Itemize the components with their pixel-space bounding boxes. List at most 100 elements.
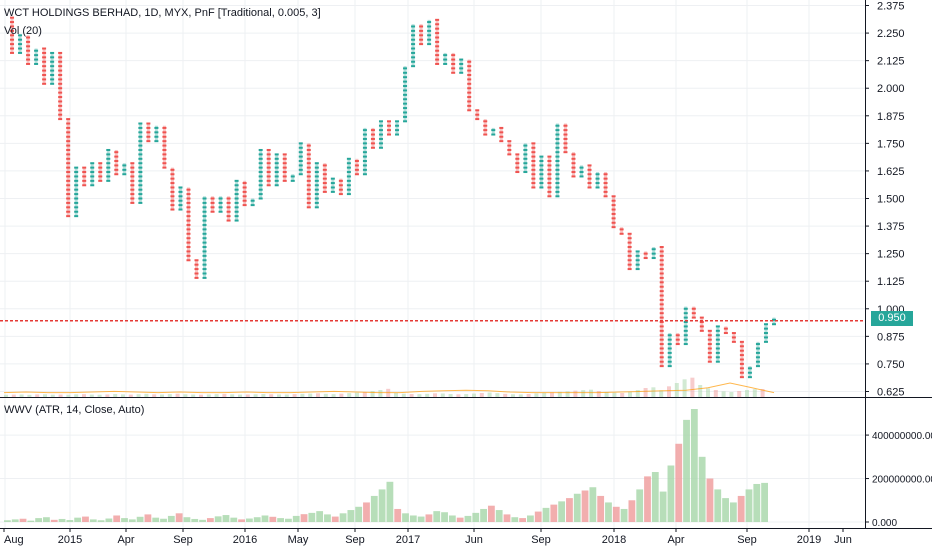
- pnf-o-box: [467, 69, 472, 72]
- wwv-bar: [105, 518, 113, 522]
- pnf-o-column: [114, 149, 119, 176]
- pnf-x-box: [138, 140, 143, 143]
- pnf-o-box: [467, 100, 472, 103]
- pnf-o-box: [210, 201, 215, 204]
- pnf-o-box: [162, 140, 167, 143]
- pnf-o-box: [499, 135, 504, 138]
- pnf-o-box: [547, 182, 552, 185]
- pnf-x-box: [683, 307, 688, 310]
- price-axis-label: 1.125: [877, 276, 905, 288]
- wwv-axis-label: 0.000: [872, 518, 897, 529]
- pnf-x-box: [523, 166, 528, 169]
- wwv-bar: [245, 518, 253, 522]
- pnf-column-body: [724, 326, 728, 334]
- pnf-x-box: [555, 182, 560, 185]
- pnf-o-box: [571, 171, 576, 174]
- pnf-x-box: [34, 62, 39, 65]
- pnf-o-box: [266, 171, 271, 174]
- pnf-column-body: [259, 149, 263, 199]
- volume-bar: [89, 394, 94, 397]
- pnf-x-box: [234, 184, 239, 187]
- pnf-x-column: [218, 196, 223, 213]
- pnf-o-box: [306, 184, 311, 187]
- pnf-o-box: [266, 162, 271, 165]
- pnf-o-box: [66, 118, 71, 121]
- volume-bar: [557, 391, 562, 397]
- pnf-column-body: [660, 247, 664, 367]
- pnf-x-box: [50, 65, 55, 68]
- pnf-x-box: [747, 376, 752, 379]
- pnf-x-box: [579, 166, 584, 169]
- pnf-x-box: [274, 162, 279, 165]
- pnf-x-box: [403, 93, 408, 96]
- pnf-x-box: [74, 197, 79, 200]
- wwv-bar: [729, 502, 737, 522]
- pnf-x-box: [667, 334, 672, 337]
- pnf-o-box: [659, 338, 664, 341]
- volume-bar: [183, 394, 188, 397]
- wwv-bar: [511, 517, 519, 522]
- pnf-x-box: [755, 356, 760, 359]
- pnf-x-box: [378, 137, 383, 140]
- pnf-o-box: [475, 113, 480, 116]
- pnf-o-box: [691, 316, 696, 319]
- pnf-x-box: [234, 188, 239, 191]
- wwv-bar: [480, 508, 487, 522]
- volume-bar: [11, 394, 16, 397]
- pnf-x-box: [555, 160, 560, 163]
- pnf-x-box: [154, 135, 159, 138]
- pnf-o-column: [699, 316, 704, 332]
- pnf-o-box: [507, 144, 512, 147]
- wwv-bar: [27, 520, 35, 522]
- pnf-o-box: [98, 162, 103, 165]
- pnf-x-column: [523, 143, 528, 174]
- indicator-legend: WWV (ATR, 14, Close, Auto): [4, 404, 145, 416]
- wwv-bar: [19, 518, 27, 522]
- pnf-x-box: [106, 175, 111, 178]
- pnf-x-box: [34, 54, 39, 57]
- pnf-x-column: [154, 125, 159, 143]
- pnf-column-body: [299, 143, 303, 175]
- volume-bar: [713, 390, 718, 397]
- pnf-column-body: [162, 125, 166, 168]
- volume-bar: [97, 394, 102, 397]
- pnf-o-column: [194, 259, 199, 279]
- pnf-x-box: [651, 248, 656, 251]
- pnf-o-box: [451, 62, 456, 65]
- volume-bar: [589, 389, 593, 397]
- pnf-x-box: [555, 173, 560, 176]
- pnf-o-box: [66, 171, 71, 174]
- pnf-o-box: [659, 250, 664, 253]
- price-axis-label: 1.375: [877, 221, 905, 233]
- pnf-x-box: [138, 131, 143, 134]
- pnf-o-box: [42, 47, 47, 50]
- pnf-x-box: [298, 173, 303, 176]
- wwv-bar: [183, 517, 191, 522]
- pnf-column-body: [772, 317, 776, 325]
- pnf-o-box: [170, 186, 175, 189]
- pnf-x-box: [258, 157, 263, 160]
- pnf-o-box: [114, 155, 119, 158]
- time-axis-label: 2015: [58, 534, 82, 546]
- pnf-x-box: [715, 329, 720, 332]
- time-axis-label: Sep: [173, 534, 193, 546]
- pnf-o-box: [571, 162, 576, 165]
- pnf-o-box: [603, 182, 608, 185]
- pnf-o-box: [226, 206, 231, 209]
- pnf-o-box: [659, 259, 664, 262]
- pnf-x-box: [427, 34, 432, 37]
- pnf-o-box: [611, 217, 616, 220]
- pnf-o-box: [571, 157, 576, 160]
- pnf-o-box: [547, 177, 552, 180]
- pnf-column-body: [644, 251, 648, 259]
- pnf-x-box: [747, 371, 752, 374]
- pnf-x-column: [90, 162, 95, 187]
- pnf-x-box: [411, 65, 416, 68]
- pnf-column-body: [26, 35, 30, 64]
- pnf-o-box: [435, 62, 440, 65]
- pnf-o-box: [194, 272, 199, 275]
- pnf-x-column: [772, 317, 776, 326]
- pnf-o-box: [627, 241, 632, 244]
- pnf-o-column: [282, 153, 287, 182]
